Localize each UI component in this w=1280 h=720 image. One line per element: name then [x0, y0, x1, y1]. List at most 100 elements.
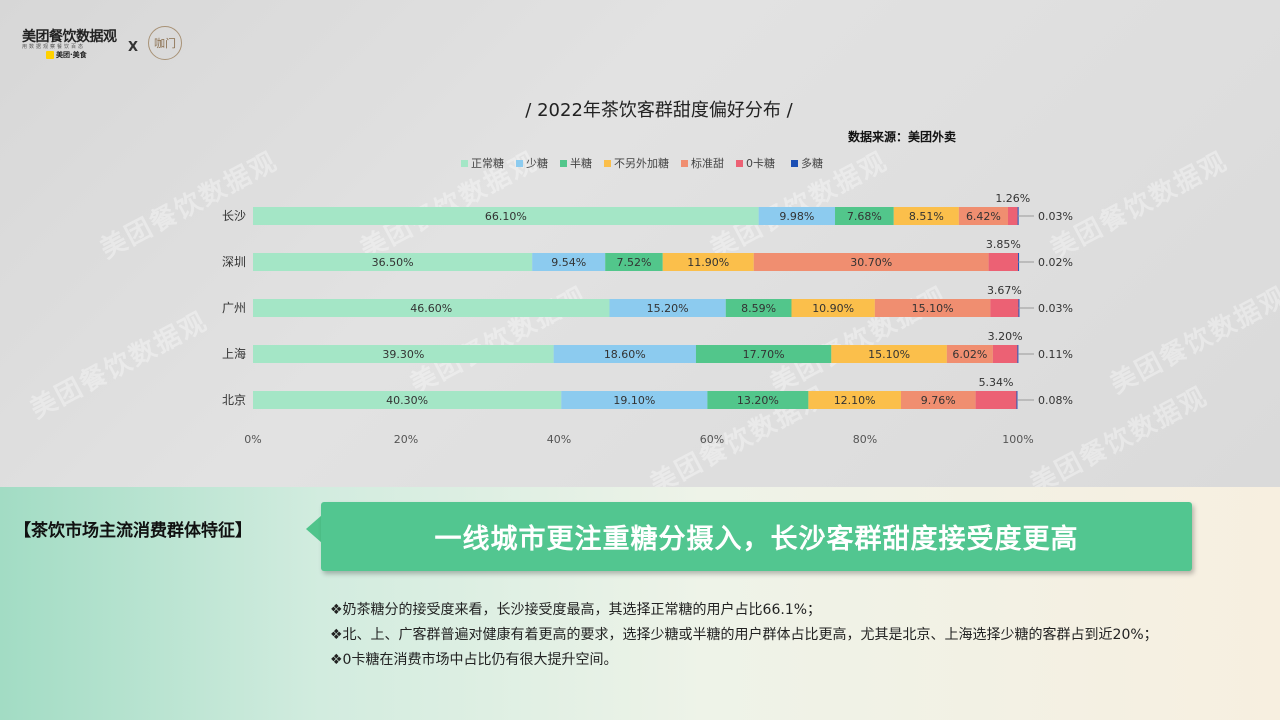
- bullet-list: ❖奶茶糖分的接受度来看，长沙接受度最高，其选择正常糖的用户占比66.1%； ❖北…: [330, 598, 1230, 673]
- data-label: 6.02%: [952, 348, 987, 361]
- section-label: 【茶饮市场主流消费群体特征】: [14, 521, 252, 541]
- data-label: 15.10%: [868, 348, 910, 361]
- bar-segment: [253, 345, 554, 363]
- bar-segment: [893, 207, 959, 225]
- x-tick-label: 100%: [1002, 433, 1033, 446]
- bar-segment: [990, 299, 1019, 317]
- x-tick-label: 40%: [547, 433, 571, 446]
- chart-title: / 2022年茶饮客群甜度偏好分布 /: [525, 100, 793, 121]
- data-label: 13.20%: [737, 394, 779, 407]
- bullet-item: ❖0卡糖在消费市场中占比仍有很大提升空间。: [330, 652, 618, 668]
- legend-swatch: [791, 160, 798, 167]
- legend-swatch: [681, 160, 688, 167]
- badge-dot-icon: [46, 51, 54, 59]
- data-label: 40.30%: [386, 394, 428, 407]
- bullet-item: ❖北、上、广客群普遍对健康有着更高的要求，选择少糖或半糖的用户群体占比更高，尤其…: [330, 627, 1158, 643]
- category-label: 北京: [222, 393, 246, 407]
- data-label: 5.34%: [979, 376, 1014, 389]
- data-label: 12.10%: [834, 394, 876, 407]
- bar-segment: [992, 345, 1018, 363]
- data-label: 17.70%: [743, 348, 785, 361]
- category-label: 上海: [222, 346, 246, 361]
- bar-segment: [609, 299, 726, 317]
- data-label: 3.20%: [988, 330, 1023, 343]
- data-label: 0.11%: [1038, 348, 1073, 361]
- bar-segment: [958, 207, 1008, 225]
- bar-segment: [695, 345, 832, 363]
- data-label: 15.20%: [647, 302, 689, 315]
- legend-label: 半糖: [570, 156, 592, 170]
- data-label: 18.60%: [604, 348, 646, 361]
- bar-segment: [791, 299, 875, 317]
- data-label: 0.08%: [1038, 394, 1073, 407]
- category-label: 深圳: [222, 255, 246, 269]
- x-tick-label: 80%: [853, 433, 877, 446]
- legend-swatch: [516, 160, 523, 167]
- headline-banner: 一线城市更注重糖分摄入，长沙客群甜度接受度更高: [321, 502, 1192, 571]
- bar-segment: [553, 345, 696, 363]
- bar-segment: [253, 391, 562, 409]
- data-label: 3.67%: [987, 284, 1022, 297]
- logo-title: 美团餐饮数据观: [22, 29, 117, 45]
- data-label: 0.03%: [1038, 210, 1073, 223]
- data-label: 9.54%: [551, 256, 586, 269]
- data-label: 36.50%: [372, 256, 414, 269]
- x-tick-label: 0%: [244, 433, 261, 446]
- data-label: 39.30%: [382, 348, 424, 361]
- data-label: 11.90%: [687, 256, 729, 269]
- bar-segment: [253, 207, 759, 225]
- bar-segment: [753, 253, 989, 271]
- bar-segment: [835, 207, 894, 225]
- bar-segment: [975, 391, 1017, 409]
- legend-label: 少糖: [526, 156, 548, 170]
- legend-swatch: [736, 160, 743, 167]
- bar-segment: [1016, 391, 1018, 409]
- data-label: 66.10%: [485, 210, 527, 223]
- data-label: 9.76%: [921, 394, 956, 407]
- data-label: 0.02%: [1038, 256, 1073, 269]
- logo-subtitle: 用数据观察餐饮百态: [22, 44, 86, 50]
- bar-segment: [1017, 345, 1019, 363]
- bar-segment: [561, 391, 708, 409]
- data-label: 0.03%: [1038, 302, 1073, 315]
- data-label: 10.90%: [812, 302, 854, 315]
- bar-segment: [758, 207, 836, 225]
- bar-segment: [605, 253, 663, 271]
- bar-segment: [874, 299, 991, 317]
- bar-segment: [946, 345, 993, 363]
- bar-segment: [808, 391, 901, 409]
- x-tick-label: 20%: [394, 433, 418, 446]
- bar-segment: [1007, 207, 1018, 225]
- data-label: 7.68%: [847, 210, 882, 223]
- stacked-bar-chart: 正常糖 少糖 半糖 不另外加糖 标准甜 0卡糖 多糖 0% 20% 40% 60% 80% 100% 长沙…: [222, 156, 1073, 446]
- bullet-item: ❖奶茶糖分的接受度来看，长沙接受度最高，其选择正常糖的用户占比66.1%；: [330, 602, 822, 618]
- data-label: 9.98%: [779, 210, 814, 223]
- bar-segment: [725, 299, 792, 317]
- headline-arrow: [306, 515, 322, 543]
- legend-label: 标准甜: [691, 156, 724, 170]
- category-label: 长沙: [222, 209, 246, 223]
- bar-segment: [253, 299, 610, 317]
- data-label: 8.51%: [909, 210, 944, 223]
- bar-segment: [253, 253, 533, 271]
- legend-label: 正常糖: [471, 156, 504, 170]
- bar-segment: [900, 391, 976, 409]
- logo-badge: 美团·美食: [46, 50, 87, 60]
- legend-label: 不另外加糖: [614, 156, 669, 170]
- data-label: 30.70%: [850, 256, 892, 269]
- data-label: 6.42%: [966, 210, 1001, 223]
- bar-segment: [988, 253, 1019, 271]
- partner-logo: 咖门: [148, 26, 182, 60]
- headline-text: 一线城市更注重糖分摄入，长沙客群甜度接受度更高: [434, 524, 1079, 555]
- bar-segment: [662, 253, 754, 271]
- legend-label: 0卡糖: [746, 156, 775, 170]
- bar-segment: [707, 391, 809, 409]
- category-label: 广州: [222, 301, 246, 315]
- legend-swatch: [461, 160, 468, 167]
- data-label: 46.60%: [410, 302, 452, 315]
- logo-separator: X: [128, 40, 139, 55]
- data-label: 7.52%: [616, 256, 651, 269]
- data-label: 8.59%: [741, 302, 776, 315]
- bar-segment: [532, 253, 606, 271]
- legend-swatch: [560, 160, 567, 167]
